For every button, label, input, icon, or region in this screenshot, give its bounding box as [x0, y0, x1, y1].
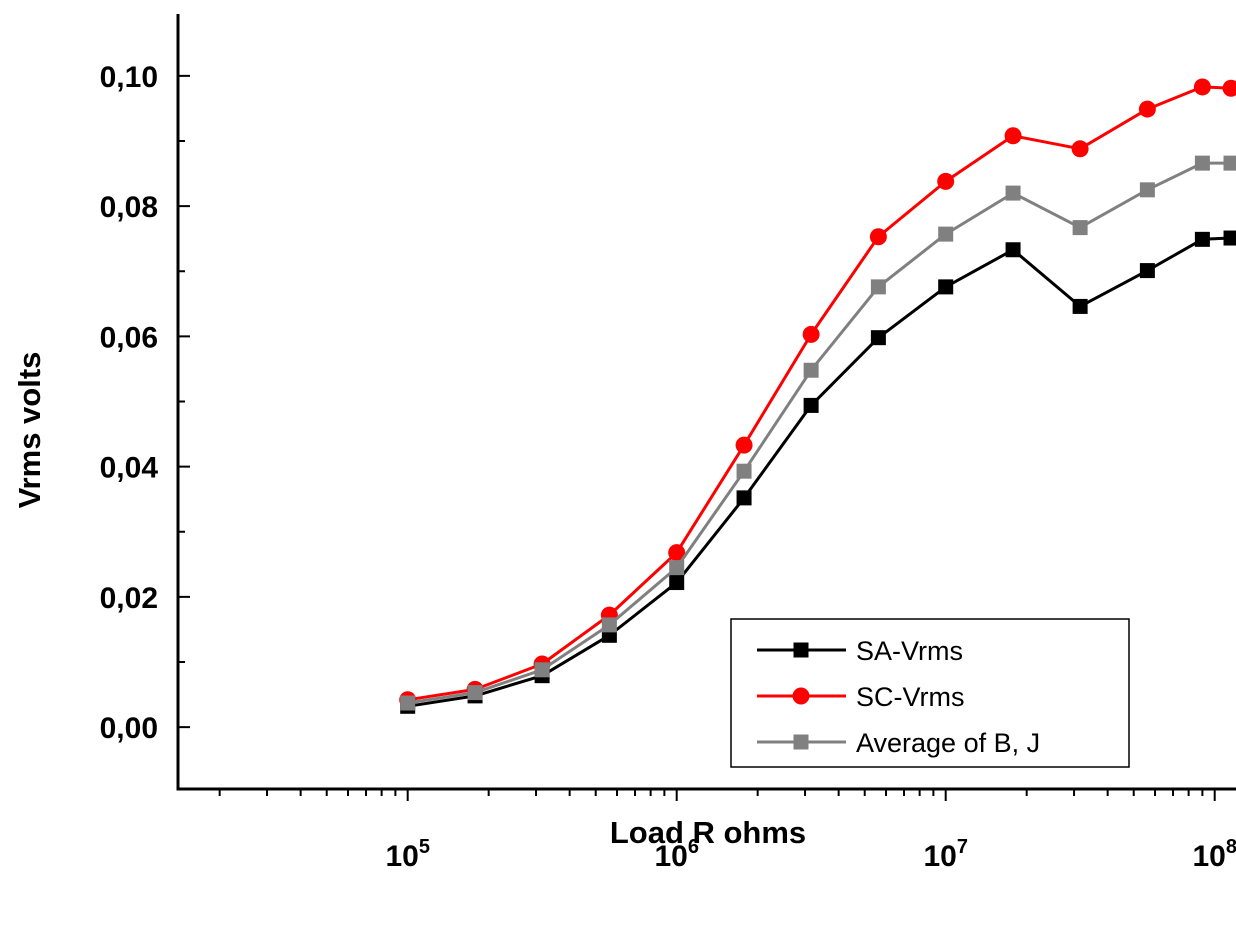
data-point — [400, 695, 416, 711]
data-point — [1194, 231, 1210, 247]
data-point — [534, 662, 550, 678]
y-tick-label: 0,08 — [100, 191, 158, 224]
data-point — [870, 330, 886, 346]
axes: 0,00 0,02 0,04 0,06 0,08 0,10 105 106 107 108 — [100, 14, 1236, 873]
y-tick-label: 0,00 — [100, 712, 158, 745]
data-point — [1005, 185, 1021, 201]
series-layer — [399, 78, 1236, 714]
legend-marker — [793, 734, 809, 750]
legend-label: SC-Vrms — [856, 682, 965, 712]
y-tick-label: 0,02 — [100, 582, 158, 615]
data-point — [1194, 155, 1210, 171]
series-line — [407, 236, 1232, 708]
data-point — [938, 226, 954, 242]
data-point — [802, 325, 820, 343]
data-point — [803, 362, 819, 378]
x-tick-label: 107 — [923, 836, 968, 873]
legend-marker — [793, 642, 809, 658]
legend-label: Average of B, J — [856, 728, 1040, 758]
y-tick-label: 0,04 — [100, 452, 159, 485]
x-tick-label: 106 — [654, 836, 699, 873]
data-point — [937, 172, 955, 190]
data-point — [735, 436, 753, 454]
data-point — [870, 279, 886, 295]
data-point — [869, 228, 887, 246]
data-point — [467, 685, 483, 701]
x-axis-title: Load R ohms — [610, 815, 806, 850]
data-point — [1072, 220, 1088, 236]
data-point — [1138, 100, 1156, 118]
data-point — [669, 560, 685, 576]
data-point — [1139, 182, 1155, 198]
series-1 — [399, 78, 1236, 709]
data-point — [938, 279, 954, 295]
y-tick-label: 0,10 — [100, 61, 158, 94]
legend: SA-Vrms SC-Vrms Average of B, J — [730, 618, 1130, 768]
data-point — [736, 463, 752, 479]
legend-marker — [792, 687, 810, 705]
data-point — [1071, 140, 1089, 158]
data-point — [1223, 230, 1236, 246]
y-tick-label: 0,06 — [100, 321, 158, 354]
data-point — [1193, 78, 1211, 96]
data-point — [736, 490, 752, 506]
data-point — [669, 575, 685, 591]
x-tick-label: 108 — [1192, 836, 1236, 873]
data-point — [1223, 155, 1236, 171]
data-point — [668, 544, 686, 562]
data-point — [1222, 79, 1236, 97]
data-point — [1139, 263, 1155, 279]
data-point — [1004, 127, 1022, 145]
legend-label: SA-Vrms — [856, 636, 963, 666]
series-2 — [400, 155, 1236, 711]
data-point — [1072, 298, 1088, 314]
y-axis-title: Vrms volts — [12, 352, 47, 509]
data-point — [1005, 242, 1021, 258]
data-point — [803, 397, 819, 413]
data-point — [601, 617, 617, 633]
x-tick-label: 105 — [385, 836, 430, 873]
series-line — [407, 85, 1232, 702]
series-line — [407, 161, 1231, 705]
